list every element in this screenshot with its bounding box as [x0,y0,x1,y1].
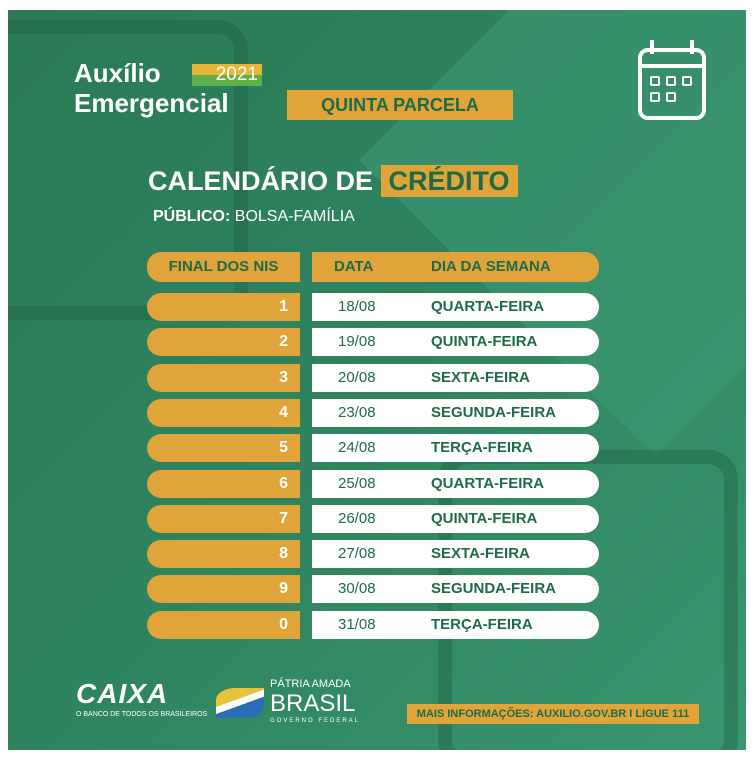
table-row: 1 18/08 QUARTA-FEIRA [147,293,599,321]
date-cell: 19/08 QUINTA-FEIRA [312,328,599,357]
table-row: 9 30/08 SEGUNDA-FEIRA [147,575,599,604]
date-cell: 25/08 QUARTA-FEIRA [312,469,599,498]
table-row: 2 19/08 QUINTA-FEIRA [147,328,599,357]
date-cell: 20/08 SEXTA-FEIRA [312,363,599,392]
page-title: CALENDÁRIO DE CRÉDITO [148,164,518,198]
date-cell: 27/08 SEXTA-FEIRA [312,540,599,569]
poster: Auxílio Emergencial 2021 QUINTA PARCELA … [8,10,746,750]
nis-cell: 5 [147,434,300,463]
calendar-icon [638,40,706,120]
nis-cell: 7 [147,504,300,533]
parcela-badge: QUINTA PARCELA [287,90,513,120]
auxilio-logo: Auxílio Emergencial [74,58,229,118]
header-right: DATA DIA DA SEMANA [312,252,599,282]
table-header: FINAL DOS NIS DATA DIA DA SEMANA [147,252,599,282]
date-cell: 31/08 TERÇA-FEIRA [312,610,599,639]
info-link[interactable]: MAIS INFORMAÇÕES: AUXILIO.GOV.BR I LIGUE… [407,704,699,724]
table-row: 4 23/08 SEGUNDA-FEIRA [147,398,599,427]
table-row: 6 25/08 QUARTA-FEIRA [147,469,599,498]
table-row: 5 24/08 TERÇA-FEIRA [147,434,599,463]
table-row: 0 31/08 TERÇA-FEIRA [147,610,599,639]
table-row: 8 27/08 SEXTA-FEIRA [147,540,599,569]
nis-cell: 3 [147,363,300,392]
gov-logo: PÁTRIA AMADA BRASIL GOVERNO FEDERAL [270,678,361,724]
nis-cell: 0 [147,610,300,639]
year-badge: 2021 [192,64,262,86]
date-cell: 24/08 TERÇA-FEIRA [312,434,599,463]
caixa-logo: CAIXA O BANCO DE TODOS OS BRASILEIROS [76,678,208,718]
nis-cell: 4 [147,398,300,427]
nis-cell: 6 [147,469,300,498]
title-highlight: CRÉDITO [380,165,518,197]
date-cell: 18/08 QUARTA-FEIRA [312,293,599,321]
publico: PÚBLICO: BOLSA-FAMÍLIA [153,208,355,225]
table-row: 7 26/08 QUINTA-FEIRA [147,504,599,533]
nis-cell: 2 [147,328,300,357]
date-cell: 23/08 SEGUNDA-FEIRA [312,398,599,427]
nis-cell: 9 [147,575,300,604]
header-nis: FINAL DOS NIS [147,252,300,282]
date-cell: 30/08 SEGUNDA-FEIRA [312,575,599,604]
brasil-flag-icon [216,688,264,718]
date-cell: 26/08 QUINTA-FEIRA [312,504,599,533]
nis-cell: 8 [147,540,300,569]
table-row: 3 20/08 SEXTA-FEIRA [147,363,599,392]
nis-cell: 1 [147,293,300,321]
